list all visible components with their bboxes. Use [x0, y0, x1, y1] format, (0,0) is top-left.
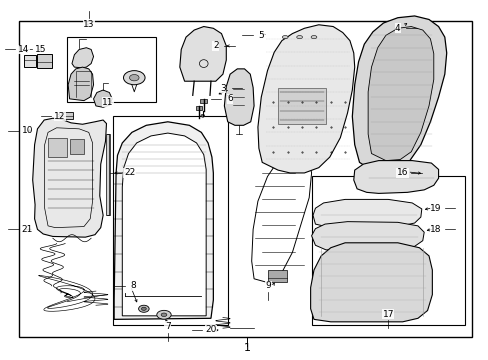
Ellipse shape [129, 75, 139, 81]
Bar [24, 55, 36, 67]
Text: 12: 12 [54, 112, 65, 121]
Bar [112, 117, 227, 325]
Polygon shape [33, 118, 106, 237]
Polygon shape [72, 48, 93, 68]
Ellipse shape [138, 305, 149, 312]
Polygon shape [353, 161, 438, 193]
Polygon shape [351, 16, 446, 171]
Text: 5: 5 [258, 31, 264, 40]
Bar [67, 37, 156, 102]
Polygon shape [180, 27, 226, 81]
Bar [69, 139, 84, 154]
Text: 4: 4 [394, 24, 400, 33]
Bar [278, 88, 325, 123]
Polygon shape [122, 133, 206, 316]
Text: 8: 8 [130, 282, 136, 290]
Ellipse shape [310, 36, 316, 39]
Text: 18: 18 [429, 225, 441, 234]
Ellipse shape [157, 310, 171, 319]
Ellipse shape [141, 307, 146, 310]
Text: 14: 14 [19, 45, 30, 54]
Polygon shape [68, 67, 93, 100]
Bar [19, 21, 471, 337]
Text: 6: 6 [227, 94, 232, 103]
Ellipse shape [201, 114, 204, 117]
Polygon shape [311, 222, 424, 250]
Polygon shape [257, 25, 354, 173]
Text: 1: 1 [243, 343, 250, 352]
Bar [105, 134, 110, 215]
Ellipse shape [282, 36, 287, 39]
Text: 20: 20 [205, 325, 216, 334]
Text: 21: 21 [21, 225, 33, 234]
Bar [61, 112, 73, 119]
Text: 13: 13 [83, 20, 94, 29]
Text: 22: 22 [123, 168, 135, 177]
Text: 11: 11 [102, 98, 113, 107]
Bar [38, 54, 52, 68]
Bar [311, 176, 464, 325]
Text: 10: 10 [21, 126, 33, 135]
Polygon shape [224, 69, 254, 125]
Text: 3: 3 [220, 84, 225, 93]
Bar [48, 138, 67, 157]
Bar [200, 99, 207, 103]
Text: 17: 17 [382, 310, 393, 319]
Text: 9: 9 [265, 282, 271, 290]
Ellipse shape [123, 71, 145, 85]
Text: 15: 15 [35, 45, 46, 54]
Polygon shape [367, 27, 433, 161]
Polygon shape [312, 199, 421, 226]
Ellipse shape [296, 36, 302, 39]
Text: 2: 2 [212, 41, 218, 50]
Polygon shape [310, 243, 431, 322]
Text: 16: 16 [396, 168, 407, 177]
Ellipse shape [161, 313, 166, 316]
Bar [196, 106, 202, 110]
Polygon shape [93, 90, 112, 107]
Text: 7: 7 [164, 322, 170, 331]
Bar [267, 270, 286, 282]
Text: 19: 19 [429, 204, 441, 213]
Polygon shape [114, 122, 213, 319]
